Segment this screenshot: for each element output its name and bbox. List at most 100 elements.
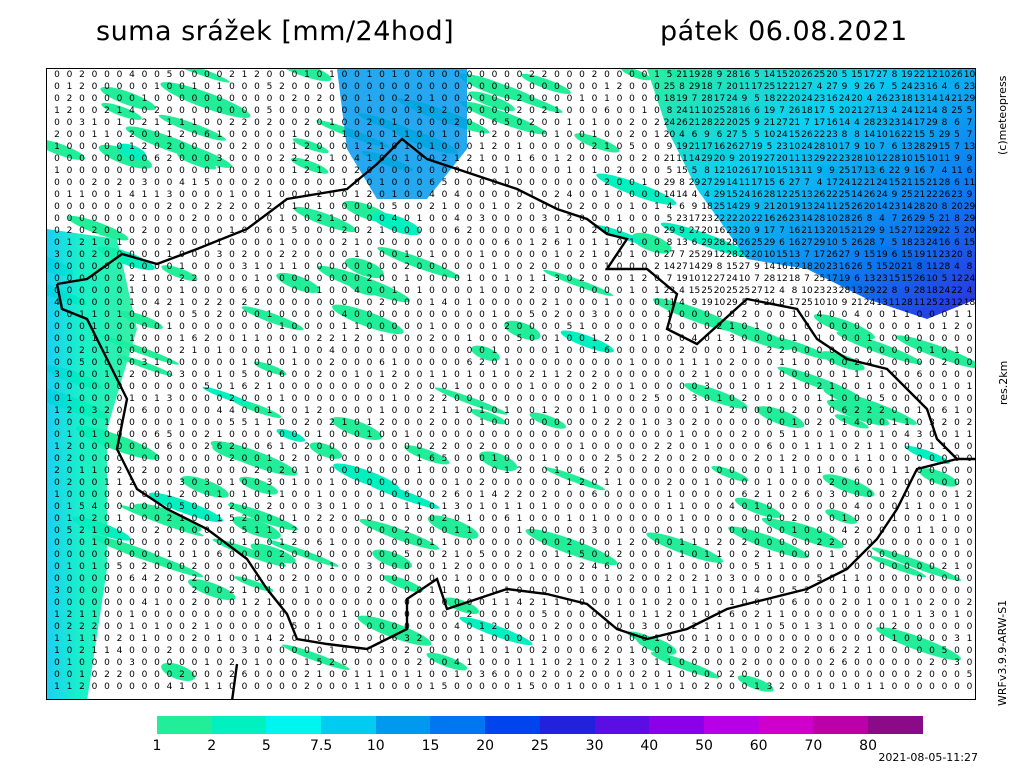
grid-value: 0	[679, 334, 685, 344]
grid-value: 0	[579, 622, 585, 632]
grid-value: 0	[417, 490, 423, 500]
grid-value: 14	[689, 262, 701, 272]
grid-value: 0	[454, 142, 460, 152]
grid-value: 0	[492, 478, 498, 488]
grid-value: 0	[542, 322, 548, 332]
grid-value: 0	[567, 142, 573, 152]
grid-value: 0	[254, 478, 260, 488]
grid-value: 0	[504, 622, 510, 632]
grid-value: 0	[817, 598, 823, 608]
grid-value: 2	[554, 310, 560, 320]
grid-value: 1	[242, 334, 248, 344]
grid-value: 0	[529, 166, 535, 176]
grid-value: 0	[692, 406, 698, 416]
grid-value: 0	[242, 466, 248, 476]
grid-value: 0	[879, 598, 885, 608]
rain-streak	[773, 337, 831, 360]
grid-value: 14	[664, 190, 676, 200]
grid-value: 9	[954, 154, 960, 164]
grid-value: 0	[367, 106, 373, 116]
grid-value: 6	[692, 238, 698, 248]
grid-value: 0	[554, 166, 560, 176]
grid-value: 0	[742, 418, 748, 428]
grid-value: 0	[842, 346, 848, 356]
grid-value: 0	[892, 334, 898, 344]
grid-value: 0	[492, 382, 498, 392]
grid-value: 0	[354, 358, 360, 368]
grid-value: 1	[217, 346, 223, 356]
grid-value: 0	[804, 346, 810, 356]
grid-value: 1	[67, 514, 73, 524]
grid-value: 0	[704, 418, 710, 428]
grid-value: 2	[429, 406, 435, 416]
grid-value: 0	[167, 538, 173, 548]
grid-value: 0	[104, 610, 110, 620]
grid-value: 0	[679, 322, 685, 332]
grid-value: 0	[429, 466, 435, 476]
grid-value: 2	[554, 190, 560, 200]
grid-value: 0	[554, 502, 560, 512]
grid-value: 0	[554, 526, 560, 536]
grid-value: 7	[879, 82, 885, 92]
grid-value: 0	[429, 430, 435, 440]
grid-value: 2	[542, 70, 548, 80]
grid-value: 0	[154, 226, 160, 236]
grid-value: 0	[492, 574, 498, 584]
grid-value: 0	[642, 370, 648, 380]
grid-value: 0	[354, 454, 360, 464]
grid-value: 0	[267, 622, 273, 632]
grid-value: 0	[242, 610, 248, 620]
grid-value: 2	[279, 154, 285, 164]
grid-value: 0	[642, 514, 648, 524]
grid-value: 0	[167, 358, 173, 368]
grid-value: 0	[529, 358, 535, 368]
grid-value: 4	[679, 286, 685, 296]
grid-value: 0	[204, 310, 210, 320]
grid-value: 2	[292, 574, 298, 584]
grid-value: 18	[901, 94, 913, 104]
grid-value: 1	[479, 142, 485, 152]
grid-value: 0	[592, 358, 598, 368]
grid-value: 8	[954, 214, 960, 224]
grid-value: 2	[517, 466, 523, 476]
grid-value: 0	[429, 82, 435, 92]
grid-value: 0	[567, 622, 573, 632]
grid-value: 20	[964, 226, 976, 236]
grid-value: 6	[279, 370, 285, 380]
grid-value: 0	[79, 334, 85, 344]
grid-value: 22	[714, 214, 725, 224]
grid-value: 0	[392, 502, 398, 512]
grid-value: 1	[654, 130, 660, 140]
grid-value: 2	[667, 610, 673, 620]
grid-value: 0	[629, 670, 635, 680]
grid-value: 0	[67, 346, 73, 356]
grid-value: 0	[417, 118, 423, 128]
grid-value: 0	[717, 358, 723, 368]
grid-value: 0	[667, 526, 673, 536]
grid-value: 22	[876, 286, 887, 296]
grid-value: 14	[801, 214, 813, 224]
grid-value: 0	[642, 262, 648, 272]
grid-value: 0	[954, 442, 960, 452]
grid-value: 11	[739, 178, 750, 188]
grid-value: 0	[342, 574, 348, 584]
grid-value: 0	[129, 202, 135, 212]
grid-value: 0	[767, 646, 773, 656]
grid-value: 0	[179, 634, 185, 644]
grid-value: 1	[892, 634, 898, 644]
grid-value: 1	[317, 622, 323, 632]
grid-value: 0	[92, 382, 98, 392]
grid-value: 0	[892, 670, 898, 680]
grid-value: 0	[679, 610, 685, 620]
grid-value: 0	[117, 298, 123, 308]
grid-value: 22	[939, 226, 950, 236]
grid-value: 0	[217, 106, 223, 116]
grid-value: 1	[842, 574, 848, 584]
grid-value: 1	[342, 610, 348, 620]
grid-value: 0	[654, 166, 660, 176]
grid-value: 0	[942, 574, 948, 584]
grid-value: 0	[842, 466, 848, 476]
grid-value: 1	[492, 598, 498, 608]
grid-value: 0	[654, 466, 660, 476]
grid-value: 0	[179, 214, 185, 224]
